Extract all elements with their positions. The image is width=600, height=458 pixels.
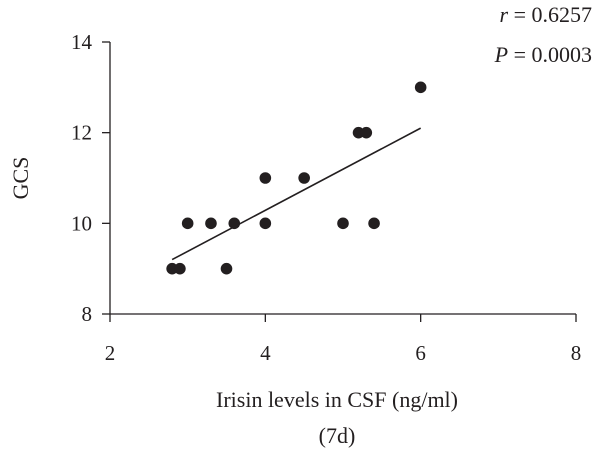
data-point — [298, 172, 310, 184]
data-point — [259, 172, 272, 184]
p-symbol: P — [494, 42, 508, 67]
y-tick-label: 14 — [71, 30, 93, 54]
r-value: = 0.6257 — [508, 2, 592, 27]
data-point — [205, 217, 217, 230]
axis-ticks: 8 10 12 14 2 4 6 8 — [71, 30, 581, 365]
data-points — [166, 81, 427, 275]
data-point — [360, 126, 373, 139]
data-point — [228, 217, 241, 230]
x-tick-label: 8 — [571, 341, 582, 365]
regression-line — [171, 127, 422, 261]
r-symbol: r — [500, 2, 509, 27]
y-tick-label: 10 — [71, 211, 92, 235]
x-axis-title: Irisin levels in CSF (ng/ml) — [216, 387, 458, 412]
r-statistic: r = 0.6257 — [500, 2, 592, 27]
p-statistic: P = 0.0003 — [494, 42, 592, 67]
data-point — [259, 217, 272, 230]
data-point — [174, 262, 186, 275]
x-tick-label: 2 — [105, 341, 116, 365]
data-point — [368, 217, 380, 230]
data-point — [220, 262, 233, 275]
data-point — [337, 217, 349, 230]
p-value: = 0.0003 — [508, 42, 592, 67]
data-point — [414, 81, 427, 94]
y-axis-title: GCS — [8, 157, 33, 200]
x-tick-label: 6 — [415, 341, 426, 365]
y-tick-label: 12 — [71, 121, 92, 145]
x-axis-title-line2: (7d) — [319, 423, 356, 448]
data-point — [181, 217, 194, 230]
x-tick-label: 4 — [260, 341, 271, 365]
y-tick-label: 8 — [82, 302, 93, 326]
